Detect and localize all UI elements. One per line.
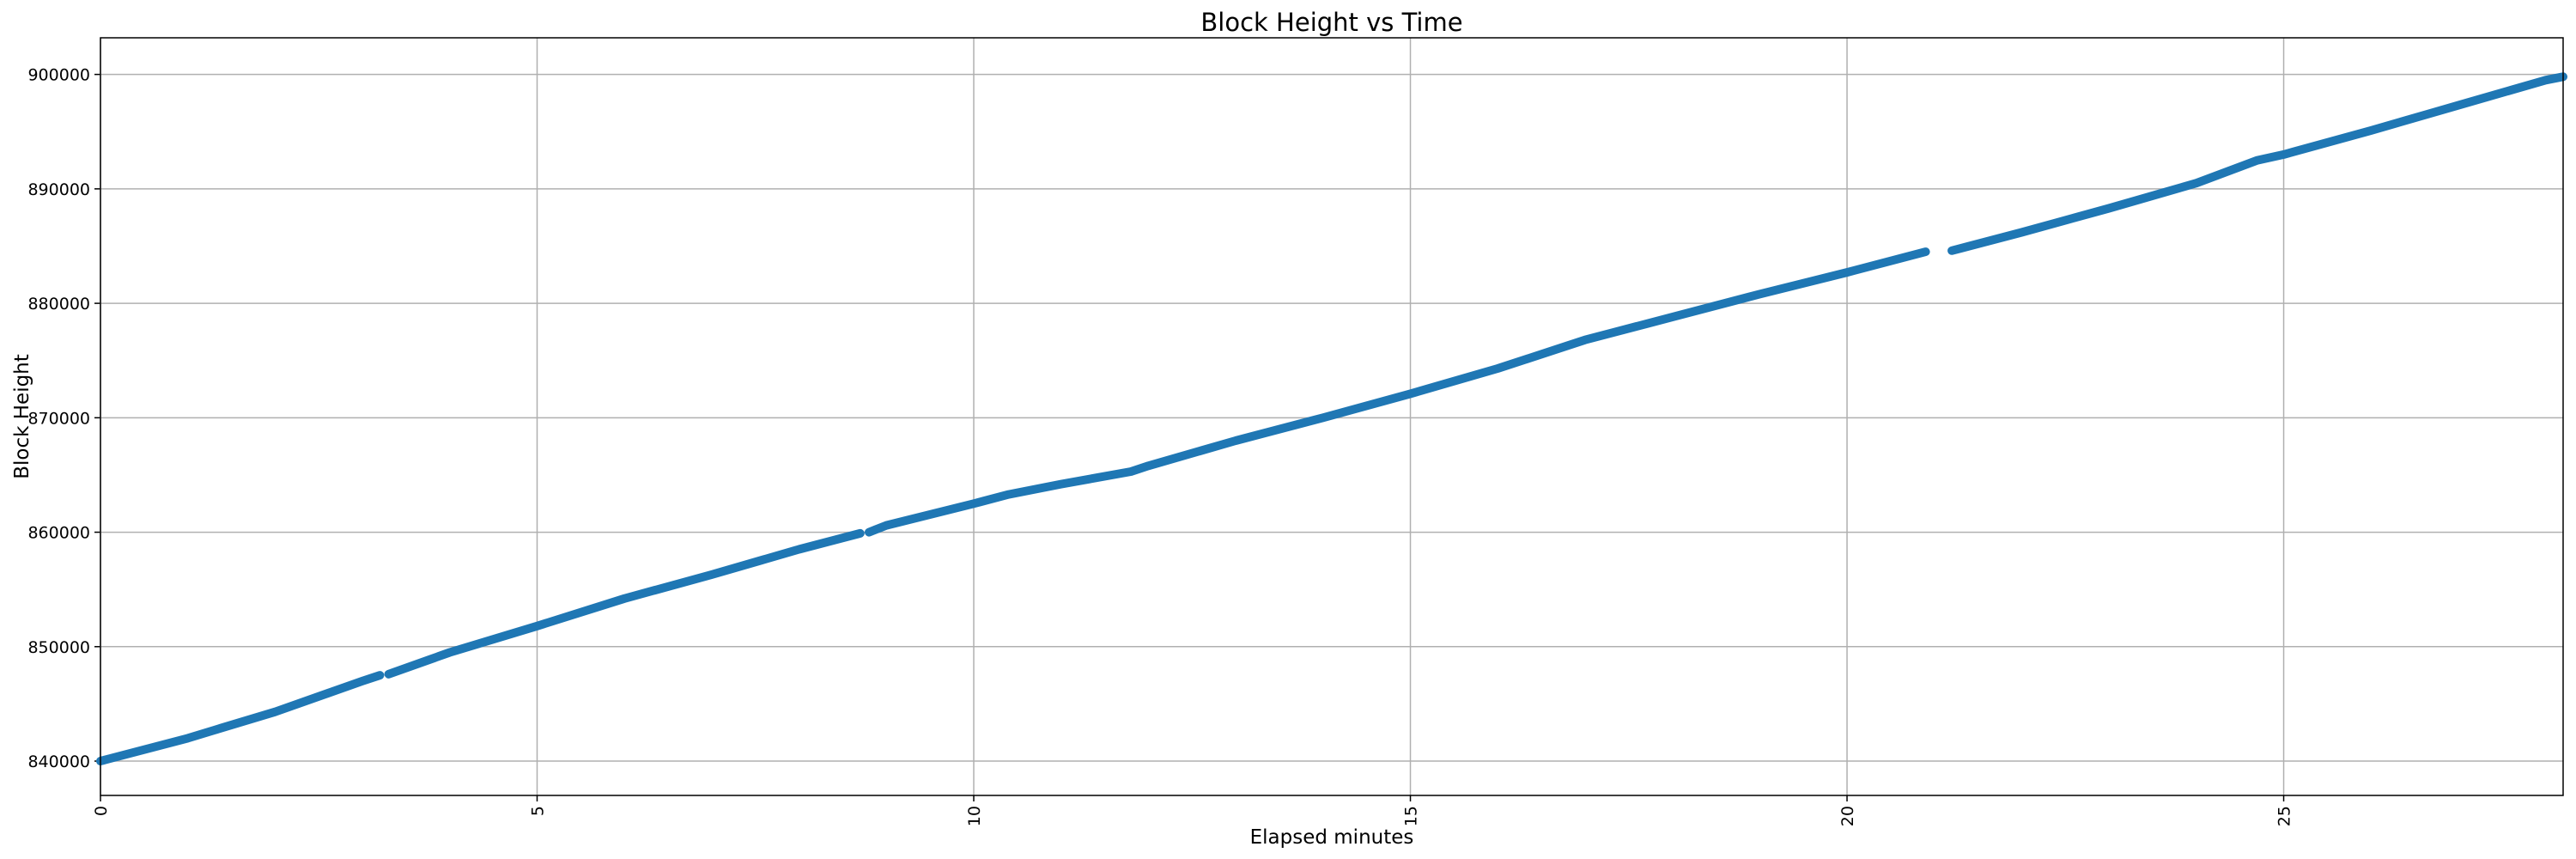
chart-title: Block Height vs Time [1200,8,1462,37]
x-tick-label: 10 [965,806,984,826]
y-tick-label: 850000 [27,638,90,657]
data-line [96,72,2567,765]
plot-frame [100,37,2564,796]
x-tick-label: 0 [92,806,111,816]
y-tick-label: 840000 [27,752,90,771]
y-tick-label: 890000 [27,180,90,199]
y-tick-label: 900000 [27,66,90,85]
x-tick-label: 15 [1402,806,1421,826]
x-axis-label: Elapsed minutes [1250,826,1414,849]
x-tick-label: 5 [529,806,548,816]
y-tick-label: 880000 [27,295,90,314]
y-tick-label: 870000 [27,409,90,428]
y-axis-label: Block Height [11,354,33,479]
x-tick-label: 25 [2275,806,2294,826]
x-tick-label: 20 [1838,806,1857,826]
y-tick-label: 860000 [27,524,90,543]
